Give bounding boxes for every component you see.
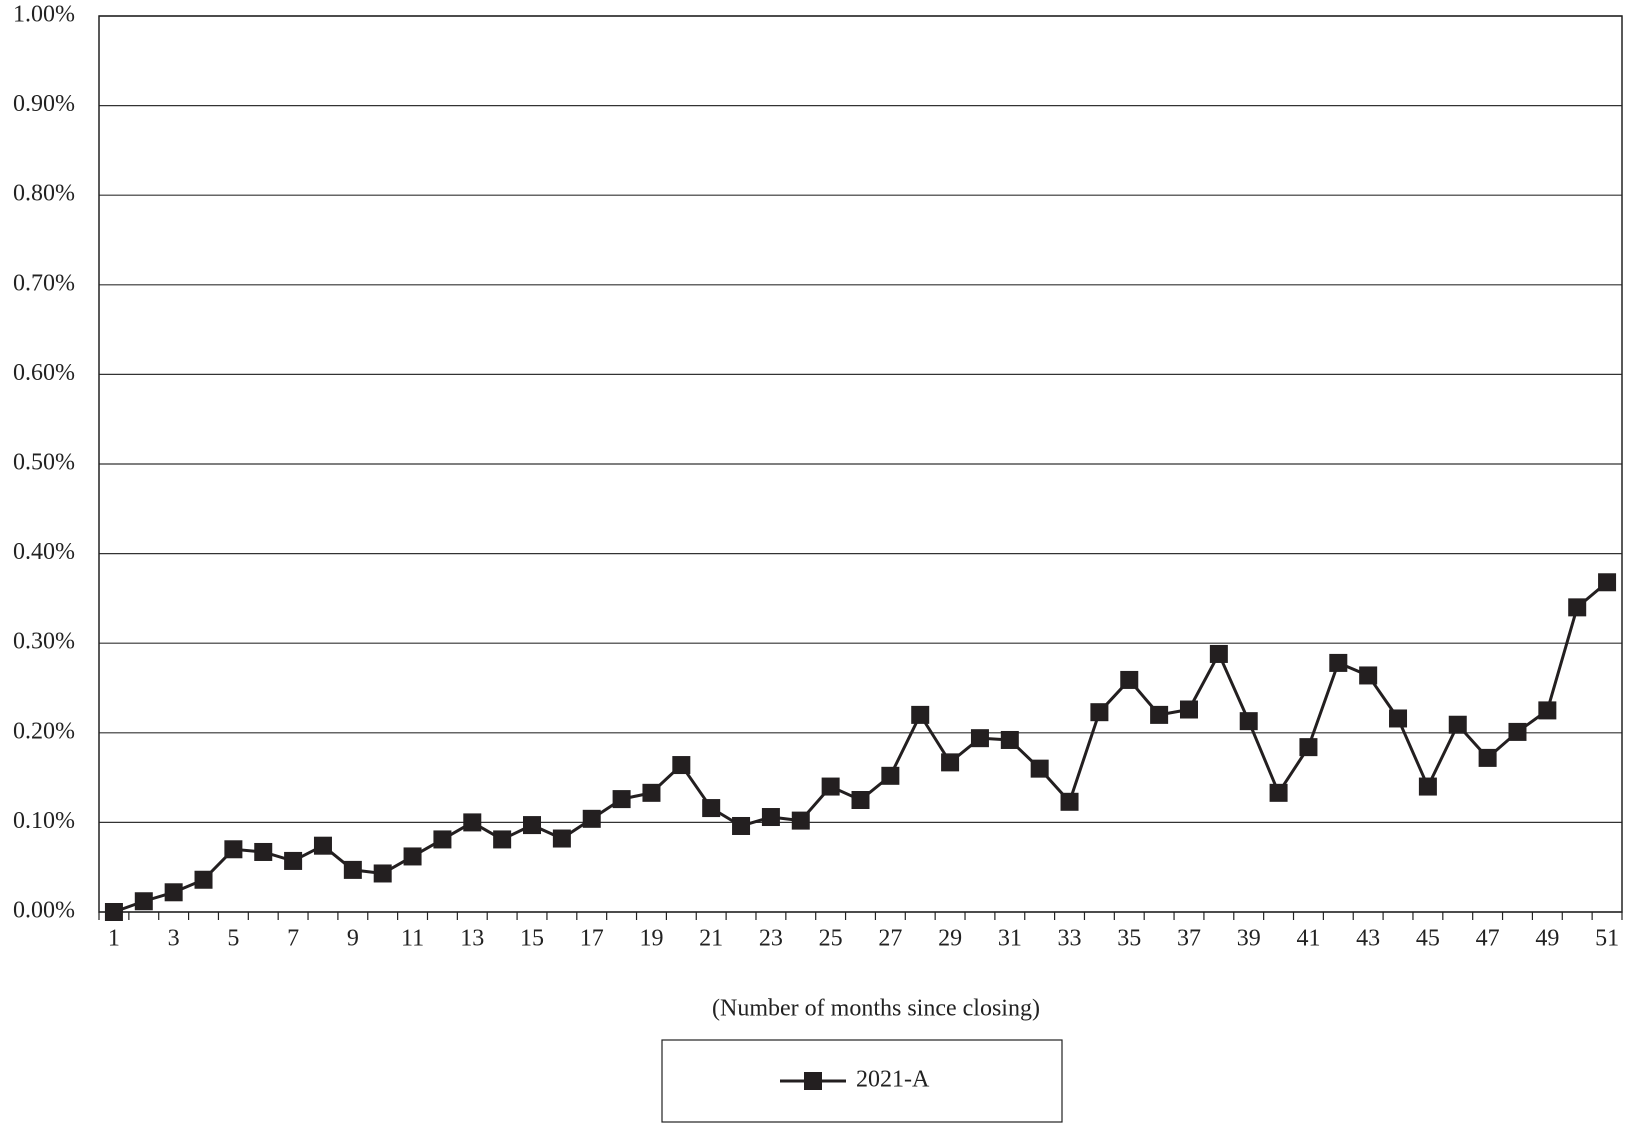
point-marker [523,816,542,835]
point-marker [1329,653,1348,672]
point-marker [761,808,780,827]
y-tick-label: 0.10% [13,808,75,834]
legend-marker [804,1072,822,1090]
x-tick-label: 17 [580,926,604,952]
point-marker [1299,738,1318,757]
y-tick-label: 0.70% [13,270,75,296]
point-marker [194,870,213,889]
point-marker [791,811,810,830]
x-tick-label: 35 [1117,926,1141,952]
point-marker [1030,759,1049,778]
legend-box [661,1039,1063,1123]
point-marker [851,791,870,809]
x-tick-label: 49 [1535,926,1559,952]
point-marker [254,842,273,861]
point-marker [970,729,989,748]
point-marker [104,903,123,921]
x-tick-label: 33 [1058,926,1082,952]
point-marker [911,705,930,724]
point-marker [1209,644,1228,663]
point-marker [164,883,183,902]
y-tick-label: 1.00% [13,2,75,28]
point-marker [313,836,332,855]
point-marker [672,756,691,775]
point-marker [1418,777,1437,796]
point-marker [1478,748,1497,767]
point-marker [1090,703,1109,722]
x-tick-label: 11 [401,926,424,952]
point-marker [1120,670,1139,689]
y-tick-label: 0.90% [13,91,75,117]
x-tick-label: 1 [108,926,120,952]
y-tick-label: 0.40% [13,539,75,565]
x-tick-label: 23 [759,926,783,952]
x-tick-label: 15 [520,926,544,952]
point-marker [1359,666,1378,685]
point-marker [1269,783,1288,802]
point-marker [1150,705,1169,724]
point-marker [1538,701,1557,720]
point-marker [552,829,571,848]
point-marker [284,851,303,870]
x-tick-label: 21 [699,926,723,952]
x-tick-label: 41 [1296,926,1320,952]
x-tick-label: 9 [347,926,359,952]
x-axis-title: (Number of months since closing) [712,996,1040,1022]
point-marker [224,840,243,859]
point-marker [1448,715,1467,734]
x-tick-label: 43 [1356,926,1380,952]
y-tick-label: 0.00% [13,898,75,924]
point-marker [582,809,601,828]
x-tick-label: 51 [1595,926,1619,952]
point-marker [732,816,751,835]
x-tick-label: 27 [878,926,902,952]
y-tick-label: 0.50% [13,450,75,476]
point-marker [134,892,153,911]
point-marker [1000,730,1019,749]
x-tick-label: 45 [1416,926,1440,952]
series-line [113,581,1609,914]
x-tick-label: 7 [287,926,299,952]
point-marker [821,777,840,796]
point-marker [1389,709,1408,728]
point-marker [493,830,512,849]
x-tick-label: 13 [460,926,484,952]
plot-frame [98,15,1623,913]
point-marker [1060,792,1079,811]
y-tick-label: 0.80% [13,181,75,207]
x-tick-label: 39 [1237,926,1261,952]
y-tick-label: 0.20% [13,718,75,744]
x-tick-label: 47 [1476,926,1500,952]
point-marker [881,766,900,785]
y-tick-label: 0.30% [13,629,75,655]
point-marker [612,790,631,809]
x-tick-label: 31 [998,926,1022,952]
point-marker [941,753,960,772]
y-tick-label: 0.60% [13,360,75,386]
x-tick-label: 19 [639,926,663,952]
point-marker [343,860,362,879]
x-tick-label: 3 [168,926,180,952]
x-tick-label: 37 [1177,926,1201,952]
point-marker [373,864,392,883]
point-marker [433,830,452,849]
point-marker [1568,598,1587,617]
point-marker [642,783,661,802]
x-tick-label: 29 [938,926,962,952]
point-marker [1239,712,1258,731]
point-marker [1179,700,1198,719]
point-marker [463,813,482,832]
point-marker [403,847,422,866]
point-marker [1598,573,1617,592]
legend-label: 2021-A [856,1067,930,1093]
point-marker [1508,722,1527,741]
x-tick-label: 5 [227,926,239,952]
x-tick-label: 25 [819,926,843,952]
point-marker [702,799,721,818]
